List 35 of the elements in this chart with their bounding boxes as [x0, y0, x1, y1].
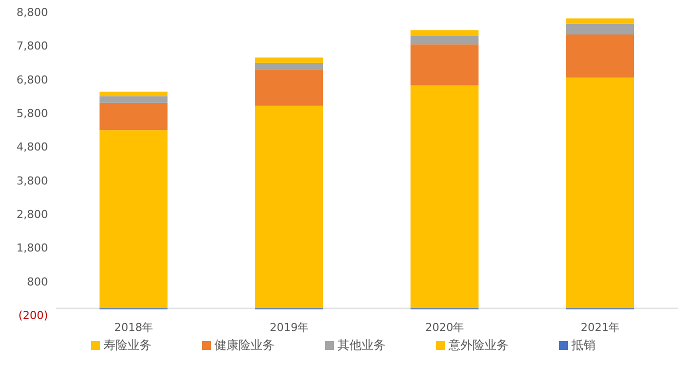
bar [255, 106, 324, 308]
y-tick-label: 1,800 [16, 242, 48, 255]
x-tick-label: 2021年 [580, 320, 620, 334]
legend-label: 健康险业务 [214, 337, 274, 354]
bar [100, 92, 168, 96]
bar [255, 57, 324, 63]
x-tick-label: 2019年 [270, 320, 309, 334]
bar [255, 69, 324, 106]
bar [100, 96, 168, 103]
y-tick-label: (200) [18, 309, 48, 322]
bar [566, 18, 634, 24]
y-tick-label: 3,800 [16, 174, 48, 188]
legend-label: 寿险业务 [104, 337, 152, 354]
legend-label: 其他业务 [338, 337, 386, 354]
bar [566, 78, 634, 308]
bar [410, 44, 479, 86]
y-tick-label: 6,800 [16, 73, 48, 86]
x-tick-label: 2020年 [425, 320, 464, 334]
y-tick-label: 800 [27, 275, 48, 288]
bar [255, 62, 324, 70]
y-tick-label: 2,800 [16, 208, 48, 221]
x-tick-label: 2018年 [114, 320, 154, 334]
y-tick-label: 7,800 [16, 40, 48, 53]
bar [566, 24, 634, 35]
legend-label: 意外险业务 [448, 337, 508, 354]
bar [566, 34, 634, 78]
bar [410, 85, 479, 308]
y-tick-label: 4,800 [16, 140, 48, 154]
bar [410, 30, 479, 36]
y-tick-label: 5,800 [16, 107, 48, 120]
bar [100, 130, 168, 308]
legend-label: 抵销 [572, 337, 596, 354]
y-tick-label: 8,800 [16, 6, 48, 19]
bar [410, 36, 479, 44]
bar [100, 102, 168, 130]
